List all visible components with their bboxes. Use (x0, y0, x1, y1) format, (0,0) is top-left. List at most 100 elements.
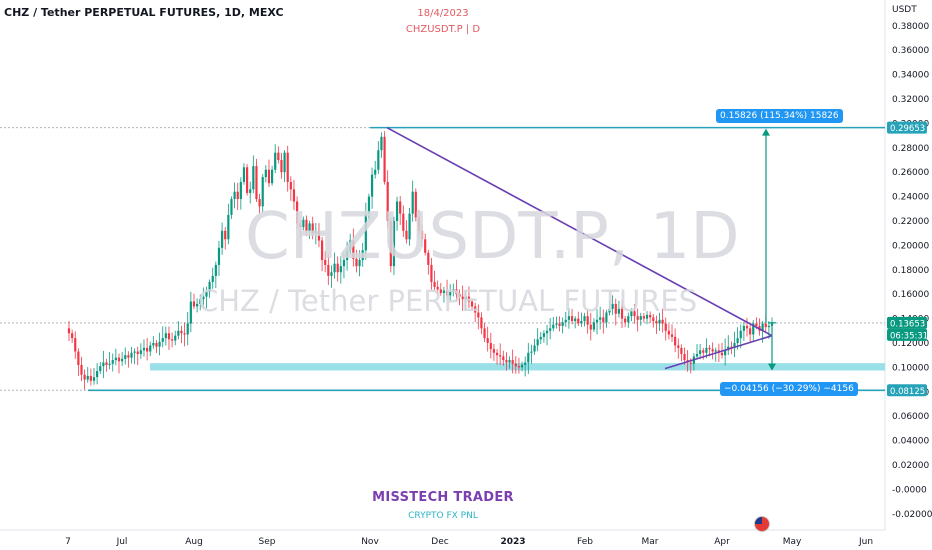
candle-body (552, 324, 555, 329)
y-tick-label: 0.02000 (892, 461, 929, 471)
candle-body (180, 330, 183, 334)
price-tag-text: 0.08125 (890, 387, 925, 397)
measure-down-label[interactable]: −0.04156 (−30.29%) −4156 (720, 382, 858, 396)
candle-body (320, 240, 324, 261)
x-tick-label: Apr (714, 537, 730, 547)
candle-body (605, 312, 608, 323)
candle-body (133, 351, 136, 353)
y-tick-label: 0.20000 (892, 241, 929, 251)
candle-body (277, 152, 280, 160)
ascending-trendline (664, 334, 773, 370)
candle-body (442, 290, 446, 293)
candle-body (171, 339, 174, 341)
candle-body (655, 321, 658, 324)
candle-body (161, 338, 164, 342)
y-tick-label: 0.36000 (892, 46, 929, 56)
x-tick-label: 2023 (500, 537, 525, 547)
candle-body (617, 308, 621, 314)
candle-body (342, 260, 346, 267)
candle-body (574, 318, 577, 322)
price-tag-008125[interactable]: 0.08125 (887, 384, 927, 397)
candle-body (649, 314, 652, 318)
candle-body (249, 189, 252, 193)
candle-body (464, 296, 467, 300)
candle-body (220, 230, 224, 248)
candle-body (577, 318, 580, 324)
candle-body (511, 360, 514, 364)
candle-body (595, 319, 599, 323)
candle-body (395, 201, 399, 221)
candle-body (317, 230, 321, 241)
candle-body (71, 333, 74, 339)
candle-body (742, 325, 745, 331)
candle-body (461, 296, 464, 300)
candle-body (599, 317, 602, 320)
candle-body (661, 319, 664, 324)
candle-body (245, 167, 249, 193)
candle-body (380, 136, 383, 151)
candle-body (589, 324, 592, 330)
candle-body (295, 201, 299, 224)
candle-body (367, 196, 371, 214)
candle-body (264, 169, 267, 178)
candle-body (142, 347, 146, 351)
price-tag-013653[interactable]: 0.13653 (887, 316, 927, 330)
candle-body (642, 316, 645, 319)
y-tick-label: 0.12000 (892, 339, 929, 349)
x-tick-label: Jul (116, 537, 128, 547)
candle-body (652, 317, 655, 322)
candle-body (602, 317, 605, 323)
candle-body (136, 351, 139, 354)
candle-body (314, 230, 317, 234)
candle-body (624, 318, 627, 323)
candle-body (580, 321, 583, 324)
candle-body (386, 181, 389, 221)
candle-body (217, 247, 221, 265)
candle-body (146, 347, 149, 352)
candle-body (749, 328, 752, 335)
candle-body (99, 366, 102, 372)
candle-body (708, 347, 711, 350)
price-tag-063531[interactable]: 06:35:31 (887, 328, 928, 342)
candle-body (433, 282, 436, 287)
candle-body (483, 328, 486, 339)
candle-body (405, 230, 408, 240)
candle-body (608, 308, 611, 313)
candle-body (239, 181, 242, 200)
candle-body (192, 301, 196, 307)
candle-body (536, 339, 539, 346)
candle-body (592, 322, 596, 330)
candle-body (80, 364, 83, 375)
candle-body (305, 219, 308, 231)
descending-trendline (386, 126, 773, 337)
candle-body (567, 316, 571, 320)
price-tag-029653[interactable]: 0.29653 (887, 121, 927, 135)
candle-body (121, 358, 124, 362)
candle-body (699, 350, 702, 354)
candle-body (355, 258, 358, 267)
candle-body (336, 263, 339, 273)
candle-body (614, 303, 617, 314)
candle-body (449, 291, 452, 296)
x-tick-label: 7 (65, 537, 71, 547)
candle-body (280, 160, 283, 173)
candle-body (389, 221, 392, 267)
candle-body (105, 362, 108, 365)
candle-body (311, 223, 314, 234)
candle-body (555, 323, 558, 325)
price-tag-background (887, 121, 927, 134)
candle-body (158, 341, 161, 347)
us-flag-icon[interactable] (754, 516, 770, 532)
candle-body (752, 323, 755, 335)
candle-body (724, 350, 727, 356)
candle-body (205, 291, 208, 297)
measure-up-label[interactable]: 0.15826 (115.34%) 15826 (716, 109, 843, 123)
candle-body (764, 323, 767, 328)
candle-body (252, 166, 255, 190)
y-tick-label: 0.38000 (892, 22, 929, 32)
candle-body (636, 316, 639, 320)
candle-body (486, 338, 489, 343)
candle-body (730, 346, 733, 348)
candle-body (739, 330, 742, 339)
